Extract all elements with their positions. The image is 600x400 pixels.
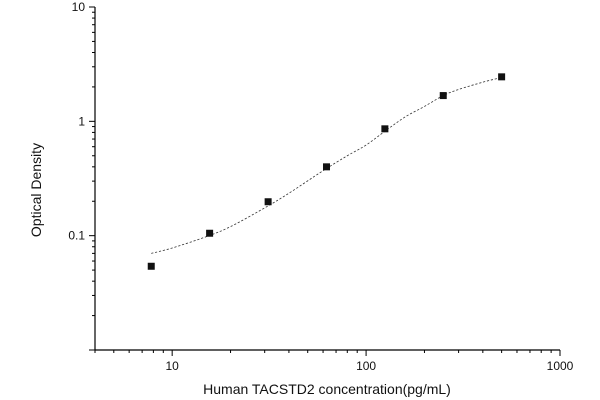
- x-tick-label: 1000: [547, 359, 574, 373]
- y-tick-label: 0.1: [68, 229, 85, 243]
- y-tick-label: 1: [78, 114, 85, 128]
- x-axis-label: Human TACSTD2 concentration(pg/mL): [203, 381, 451, 397]
- y-axis-label: Optical Density: [28, 143, 44, 237]
- fit-curve: [151, 77, 502, 254]
- data-points: [147, 73, 506, 270]
- data-point: [381, 125, 389, 133]
- data-point: [498, 73, 506, 81]
- data-point: [323, 163, 331, 171]
- data-point: [206, 229, 214, 237]
- axes: 10 100 1000 0.1 1 10: [68, 0, 573, 373]
- x-tick-label: 100: [356, 359, 376, 373]
- data-point: [147, 262, 155, 270]
- x-tick-label: 10: [165, 359, 179, 373]
- y-tick-label: 10: [72, 0, 86, 14]
- data-point: [439, 92, 447, 100]
- data-point: [264, 198, 272, 206]
